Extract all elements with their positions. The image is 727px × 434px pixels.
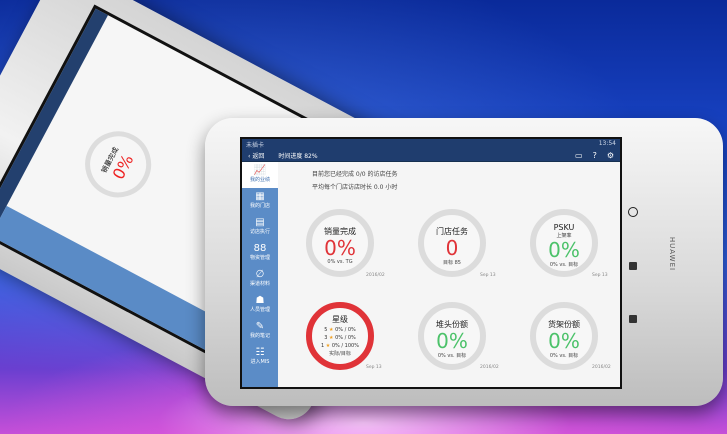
status-bar: 未插卡 13:54 xyxy=(242,139,620,149)
visit-duration-summary: 平均每个门店访店时长 0.0 小时 xyxy=(312,184,398,191)
sidebar-item-label: 我的业绩 xyxy=(249,177,270,183)
card-title: PSKU xyxy=(553,223,575,232)
note-icon: ✎ xyxy=(255,321,265,332)
carrier-label: 未插卡 xyxy=(246,142,265,149)
star-rows: 5 ★ 0% / 0% 3 ★ 0% / 0% 1 ★ 0% / 100% xyxy=(312,326,368,350)
star-level: 3 xyxy=(324,335,328,341)
background-card-sales: 销量完成 0% xyxy=(73,119,163,210)
message-icon[interactable]: ▭ xyxy=(575,150,583,160)
sidebar-item-label: 我的门店 xyxy=(249,203,270,209)
star-value: 0% / 0% xyxy=(335,335,356,341)
card-sub: 目标 85 xyxy=(443,260,461,266)
sidebar: 📈 我的业绩 ▦ 我的门店 ▤ 访店执行 88 物资管理 ∅ 渠道材料 ☗ 人员管理 ✎ 我的… xyxy=(242,162,278,387)
card-store-tasks[interactable]: 门店任务 0 目标 85 xyxy=(418,209,486,277)
app-screen: 未插卡 13:54 ‹ 返回 时间进度 82% ▭ ? ⚙ 📈 我的业绩 ▦ 我的门… xyxy=(240,137,622,389)
sidebar-item-label: 进入MIS xyxy=(250,359,270,365)
time-progress: 时间进度 82% xyxy=(278,152,318,160)
back-link[interactable]: ‹ 返回 xyxy=(248,152,265,160)
sidebar-item-notes[interactable]: ✎ 我的笔记 xyxy=(242,318,278,344)
star-icon: ★ xyxy=(328,335,334,341)
sidebar-item-performance[interactable]: 📈 我的业绩 xyxy=(242,162,278,188)
list-icon: ☷ xyxy=(255,347,265,358)
grid-icon: 88 xyxy=(253,243,267,254)
settings-icon[interactable]: ⚙ xyxy=(606,150,614,160)
card-value: 0% xyxy=(436,329,468,353)
star-level: 1 xyxy=(321,343,325,349)
card-star-rating[interactable]: 星级 5 ★ 0% / 0% 3 ★ 0% / 0% 1 ★ 0% / 100%… xyxy=(306,302,374,370)
card-title: 堆头份额 xyxy=(436,320,468,329)
star-level: 5 xyxy=(324,327,328,333)
card-value: 0% xyxy=(324,236,356,260)
sidebar-item-label: 人员管理 xyxy=(249,307,270,313)
clock: 13:54 xyxy=(598,140,616,147)
sidebar-item-label: 渠道材料 xyxy=(249,281,270,287)
card-value: 0% xyxy=(548,329,580,353)
sidebar-item-channel[interactable]: ∅ 渠道材料 xyxy=(242,266,278,292)
card-date: 2016/02 xyxy=(592,365,611,370)
chart-icon: 📈 xyxy=(253,165,267,176)
star-icon: ★ xyxy=(325,343,331,349)
star-row: 1 ★ 0% / 100% xyxy=(312,342,368,350)
clipboard-icon: ▤ xyxy=(255,217,265,228)
people-icon: ☗ xyxy=(255,295,265,306)
sidebar-item-label: 物资管理 xyxy=(249,255,270,261)
card-date: 2016/02 xyxy=(366,273,385,278)
card-date: Sep 13 xyxy=(366,365,382,370)
sidebar-item-stores[interactable]: ▦ 我的门店 xyxy=(242,188,278,214)
sidebar-item-staff[interactable]: ☗ 人员管理 xyxy=(242,292,278,318)
star-icon: ★ xyxy=(328,327,334,333)
sidebar-item-label: 访店执行 xyxy=(249,229,270,235)
card-date: 2016/02 xyxy=(480,365,499,370)
store-icon: ▦ xyxy=(255,191,265,202)
card-endcap-share[interactable]: 堆头份额 0% 0% vs. 目标 xyxy=(418,302,486,370)
back-button[interactable] xyxy=(629,262,637,270)
card-shelf-share[interactable]: 货架份额 0% 0% vs. 目标 xyxy=(530,302,598,370)
card-psku[interactable]: PSKU 上架率 0% 0% vs. 目标 xyxy=(530,209,598,277)
card-sub: 0% vs. 目标 xyxy=(437,353,467,359)
help-icon[interactable]: ? xyxy=(592,150,597,160)
brand-logo: HUAWEI xyxy=(668,236,676,272)
card-value: 0 xyxy=(445,236,459,260)
dashboard: 目前您已经完成 0/0 的访店任务 平均每个门店访店时长 0.0 小时 销量完成… xyxy=(278,162,620,387)
sidebar-item-materials[interactable]: 88 物资管理 xyxy=(242,240,278,266)
card-sub: 实际/目标 xyxy=(329,351,351,357)
card-title: 销量完成 xyxy=(324,227,356,236)
card-title: 门店任务 xyxy=(436,227,468,236)
home-button[interactable] xyxy=(628,207,638,217)
visits-summary: 目前您已经完成 0/0 的访店任务 xyxy=(312,171,398,178)
card-sub: 0% vs. 目标 xyxy=(549,262,579,268)
sidebar-item-label: 我的笔记 xyxy=(249,333,270,339)
card-date: Sep 13 xyxy=(480,273,496,278)
star-value: 0% / 100% xyxy=(331,343,359,349)
card-sales[interactable]: 销量完成 0% 0% vs. TG xyxy=(306,209,374,277)
card-value: 0% xyxy=(548,238,580,262)
back-label: 返回 xyxy=(252,152,265,160)
card-date: Sep 13 xyxy=(592,273,608,278)
paperclip-icon: ∅ xyxy=(255,269,265,280)
star-row: 5 ★ 0% / 0% xyxy=(312,326,368,334)
card-subtitle: 上架率 xyxy=(556,233,572,239)
menu-button[interactable] xyxy=(629,315,637,323)
star-value: 0% / 0% xyxy=(335,327,356,333)
card-sub: 0% vs. 目标 xyxy=(549,353,579,359)
sidebar-item-mis[interactable]: ☷ 进入MIS xyxy=(242,344,278,370)
app-header: ‹ 返回 时间进度 82% ▭ ? ⚙ xyxy=(242,149,620,162)
card-title: 货架份额 xyxy=(548,320,580,329)
sidebar-item-visits[interactable]: ▤ 访店执行 xyxy=(242,214,278,240)
card-title: 星级 xyxy=(332,315,348,324)
background-header xyxy=(0,8,109,236)
star-row: 3 ★ 0% / 0% xyxy=(312,334,368,342)
card-sub: 0% vs. TG xyxy=(327,259,353,265)
